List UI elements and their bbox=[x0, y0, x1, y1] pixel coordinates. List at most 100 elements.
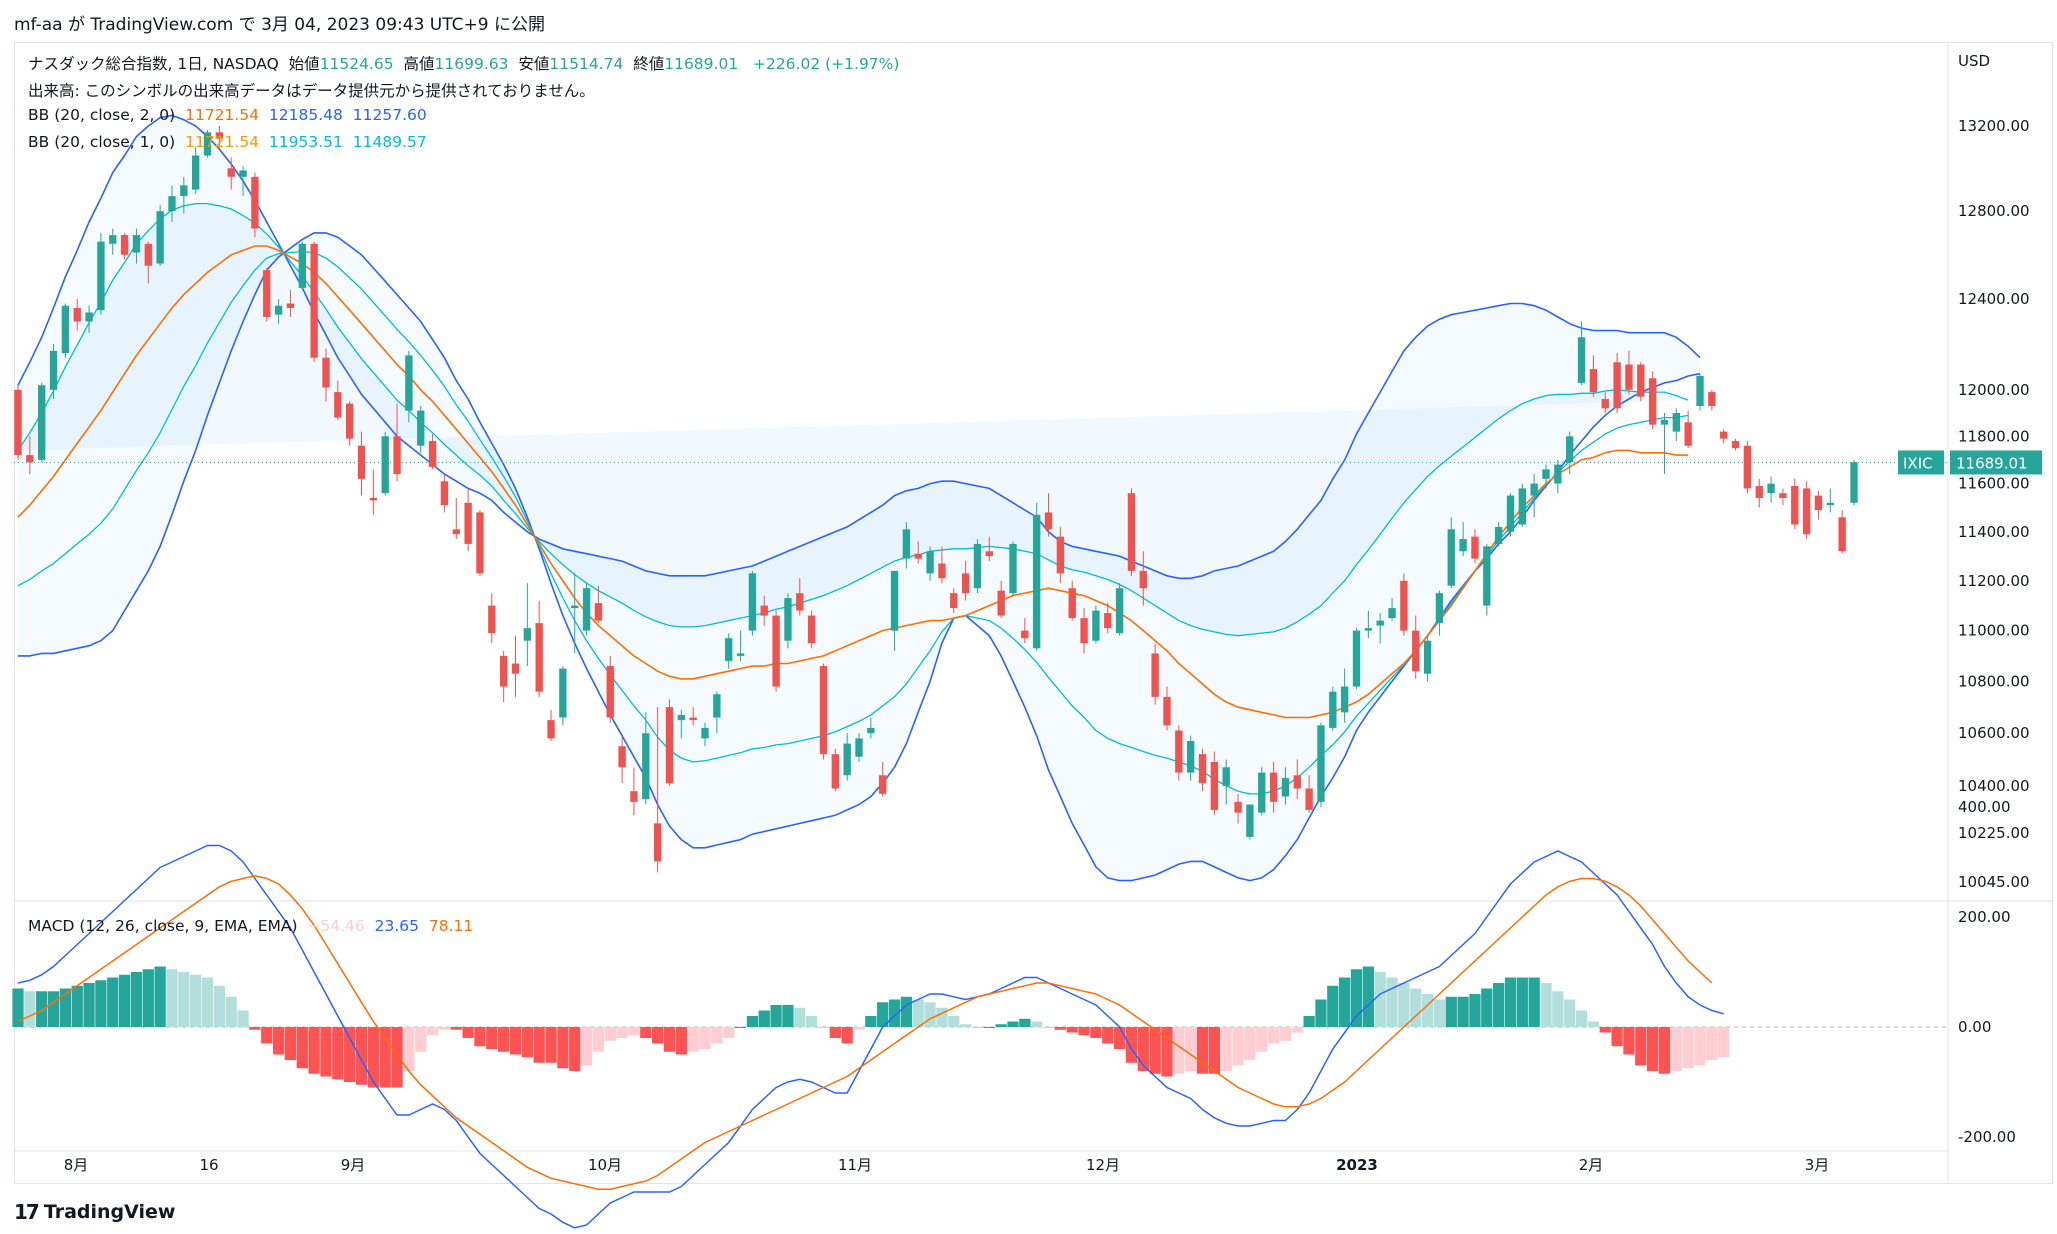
candle-body[interactable] bbox=[902, 529, 911, 559]
candle-body[interactable] bbox=[1577, 337, 1586, 383]
candle-body[interactable] bbox=[464, 502, 472, 544]
candle-body[interactable] bbox=[26, 455, 34, 463]
candle-body[interactable] bbox=[748, 573, 757, 631]
candle-body[interactable] bbox=[1186, 740, 1195, 773]
symbol-name[interactable]: ナスダック総合指数, 1日, NASDAQ bbox=[28, 55, 279, 73]
candle-body[interactable] bbox=[997, 590, 1005, 616]
candle-body[interactable] bbox=[251, 176, 259, 229]
candle-body[interactable] bbox=[215, 132, 224, 139]
candle-body[interactable] bbox=[1672, 412, 1680, 432]
candle-body[interactable] bbox=[97, 241, 105, 311]
candle-body[interactable] bbox=[1471, 536, 1479, 559]
candle-body[interactable] bbox=[1731, 441, 1740, 449]
candle-body[interactable] bbox=[1566, 436, 1574, 463]
candle-body[interactable] bbox=[961, 573, 970, 594]
candle-body[interactable] bbox=[1779, 493, 1787, 498]
candle-body[interactable] bbox=[1364, 628, 1373, 631]
candle-body[interactable] bbox=[1175, 730, 1183, 773]
candle-body[interactable] bbox=[274, 305, 283, 315]
candle-body[interactable] bbox=[132, 235, 141, 253]
candle-body[interactable] bbox=[1021, 630, 1029, 639]
candle-body[interactable] bbox=[1708, 392, 1716, 406]
candle-body[interactable] bbox=[1080, 618, 1088, 644]
candle-body[interactable] bbox=[855, 738, 863, 757]
candle-body[interactable] bbox=[192, 155, 200, 190]
candle-body[interactable] bbox=[1589, 369, 1598, 393]
bb1-legend[interactable]: BB (20, close, 2, 0) 11721.54 12185.48 1… bbox=[28, 106, 427, 124]
candle-body[interactable] bbox=[689, 717, 697, 721]
candle-body[interactable] bbox=[85, 312, 93, 322]
candle-body[interactable] bbox=[571, 605, 579, 609]
candle-body[interactable] bbox=[1435, 593, 1444, 624]
bb2-legend[interactable]: BB (20, close, 1, 0) 11721.54 11953.51 1… bbox=[28, 133, 427, 151]
candle-body[interactable] bbox=[499, 655, 508, 687]
candle-body[interactable] bbox=[1258, 772, 1266, 813]
candle-body[interactable] bbox=[985, 551, 993, 557]
candle-body[interactable] bbox=[559, 668, 567, 718]
candle-body[interactable] bbox=[144, 243, 152, 266]
candle-body[interactable] bbox=[653, 823, 662, 862]
candle-body[interactable] bbox=[476, 512, 484, 574]
candle-body[interactable] bbox=[393, 436, 401, 475]
candle-body[interactable] bbox=[73, 307, 81, 322]
candle-body[interactable] bbox=[701, 727, 709, 739]
candle-body[interactable] bbox=[1767, 483, 1775, 494]
candle-body[interactable] bbox=[618, 746, 626, 768]
candle-body[interactable] bbox=[1412, 630, 1420, 672]
candle-body[interactable] bbox=[14, 389, 22, 456]
candle-body[interactable] bbox=[345, 403, 354, 439]
candle-body[interactable] bbox=[1329, 691, 1337, 728]
candle-body[interactable] bbox=[369, 497, 378, 501]
candle-body[interactable] bbox=[1755, 486, 1763, 498]
candle-body[interactable] bbox=[1601, 399, 1609, 409]
candle-body[interactable] bbox=[1234, 801, 1242, 813]
candle-body[interactable] bbox=[1376, 620, 1384, 626]
candle-body[interactable] bbox=[405, 355, 413, 411]
candle-body[interactable] bbox=[1530, 483, 1538, 496]
candle-body[interactable] bbox=[772, 615, 780, 687]
candle-body[interactable] bbox=[1092, 610, 1100, 641]
candle-body[interactable] bbox=[1814, 495, 1823, 511]
candle-body[interactable] bbox=[760, 605, 768, 616]
candle-body[interactable] bbox=[1613, 362, 1621, 409]
candle-body[interactable] bbox=[606, 666, 614, 718]
candle-body[interactable] bbox=[594, 603, 603, 621]
candle-body[interactable] bbox=[1352, 630, 1361, 687]
candle-body[interactable] bbox=[665, 707, 674, 784]
candle-body[interactable] bbox=[227, 168, 235, 177]
candle-body[interactable] bbox=[1743, 445, 1752, 489]
candle-body[interactable] bbox=[239, 170, 247, 177]
candle-body[interactable] bbox=[1684, 422, 1692, 446]
candle-body[interactable] bbox=[334, 392, 342, 418]
candle-body[interactable] bbox=[1293, 775, 1301, 789]
candle-body[interactable] bbox=[1388, 608, 1396, 619]
chart-frame[interactable] bbox=[14, 42, 2053, 1184]
candle-body[interactable] bbox=[867, 727, 875, 734]
candle-body[interactable] bbox=[428, 441, 437, 467]
candle-body[interactable] bbox=[1056, 536, 1065, 574]
candle-body[interactable] bbox=[973, 543, 982, 589]
candle-body[interactable] bbox=[488, 605, 496, 634]
candle-body[interactable] bbox=[1554, 464, 1562, 484]
candle-body[interactable] bbox=[1305, 788, 1313, 810]
candle-body[interactable] bbox=[452, 529, 460, 535]
candle-body[interactable] bbox=[784, 598, 792, 641]
candle-body[interactable] bbox=[1838, 517, 1846, 552]
candle-body[interactable] bbox=[440, 481, 449, 506]
symbol-tag[interactable]: IXIC bbox=[1903, 454, 1933, 472]
candle-body[interactable] bbox=[547, 720, 555, 739]
candle-body[interactable] bbox=[38, 385, 46, 460]
candle-body[interactable] bbox=[1447, 529, 1455, 586]
candle-body[interactable] bbox=[120, 235, 129, 255]
candle-body[interactable] bbox=[796, 593, 804, 611]
candle-body[interactable] bbox=[1269, 772, 1278, 802]
candle-body[interactable] bbox=[1826, 502, 1834, 506]
candle-body[interactable] bbox=[1139, 570, 1147, 589]
candle-body[interactable] bbox=[286, 303, 295, 308]
candle-body[interactable] bbox=[879, 775, 887, 794]
candle-body[interactable] bbox=[1423, 640, 1432, 674]
candle-body[interactable] bbox=[417, 410, 425, 446]
candle-body[interactable] bbox=[1696, 375, 1704, 406]
candle-body[interactable] bbox=[1210, 762, 1219, 810]
